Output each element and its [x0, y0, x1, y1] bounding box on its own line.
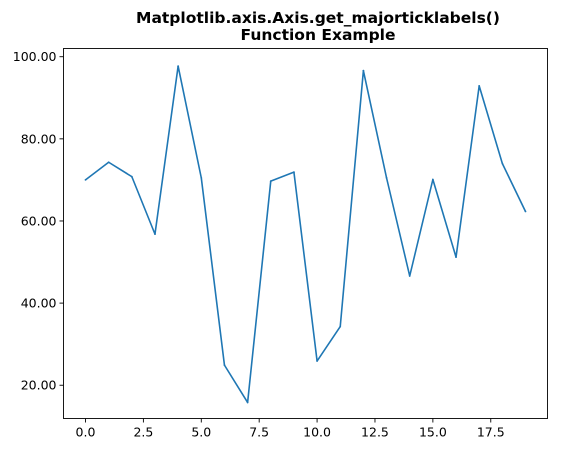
x-tick-label: 17.5 [477, 425, 505, 440]
data-point [362, 69, 365, 72]
y-tick-label: 80.00 [21, 131, 57, 146]
data-point [223, 364, 226, 367]
data-point [524, 210, 527, 213]
x-tick-label: 2.5 [133, 425, 153, 440]
x-axis: 0.0 2.5 5.0 7.5 10.0 12.5 15.0 17.5 [76, 418, 505, 440]
data-point [385, 176, 388, 179]
data-point [177, 65, 180, 68]
x-tick-label: 0.0 [76, 425, 96, 440]
data-point [455, 256, 457, 259]
y-tick-label: 40.00 [21, 296, 57, 311]
series-group [84, 65, 527, 404]
data-point [269, 180, 272, 183]
data-point [501, 162, 504, 165]
x-tick-label: 15.0 [419, 425, 447, 440]
plot-area [63, 48, 548, 419]
x-tick-label: 5.0 [191, 425, 211, 440]
data-point [339, 325, 342, 328]
data-point [478, 84, 481, 87]
chart-title-line-2: Function Example [241, 26, 396, 44]
data-point [200, 176, 203, 179]
data-point [107, 161, 110, 164]
y-tick-label: 20.00 [21, 378, 57, 393]
chart-title-line-1: Matplotlib.axis.Axis.get_majorticklabels… [136, 9, 500, 27]
x-tick-label: 7.5 [249, 425, 269, 440]
x-tick-label: 12.5 [361, 425, 389, 440]
data-point [84, 179, 87, 181]
data-point [154, 233, 156, 236]
data-point [431, 178, 434, 181]
data-point [246, 401, 249, 404]
data-point [130, 175, 133, 178]
data-line [85, 65, 527, 404]
data-point [316, 360, 318, 362]
y-tick-label: 60.00 [21, 213, 57, 228]
x-tick-label: 10.0 [303, 425, 331, 440]
data-point [293, 171, 295, 174]
data-point [408, 275, 411, 277]
y-tick-label: 100.00 [13, 49, 57, 64]
y-axis: 20.00 40.00 60.00 80.00 100.00 [13, 49, 64, 393]
